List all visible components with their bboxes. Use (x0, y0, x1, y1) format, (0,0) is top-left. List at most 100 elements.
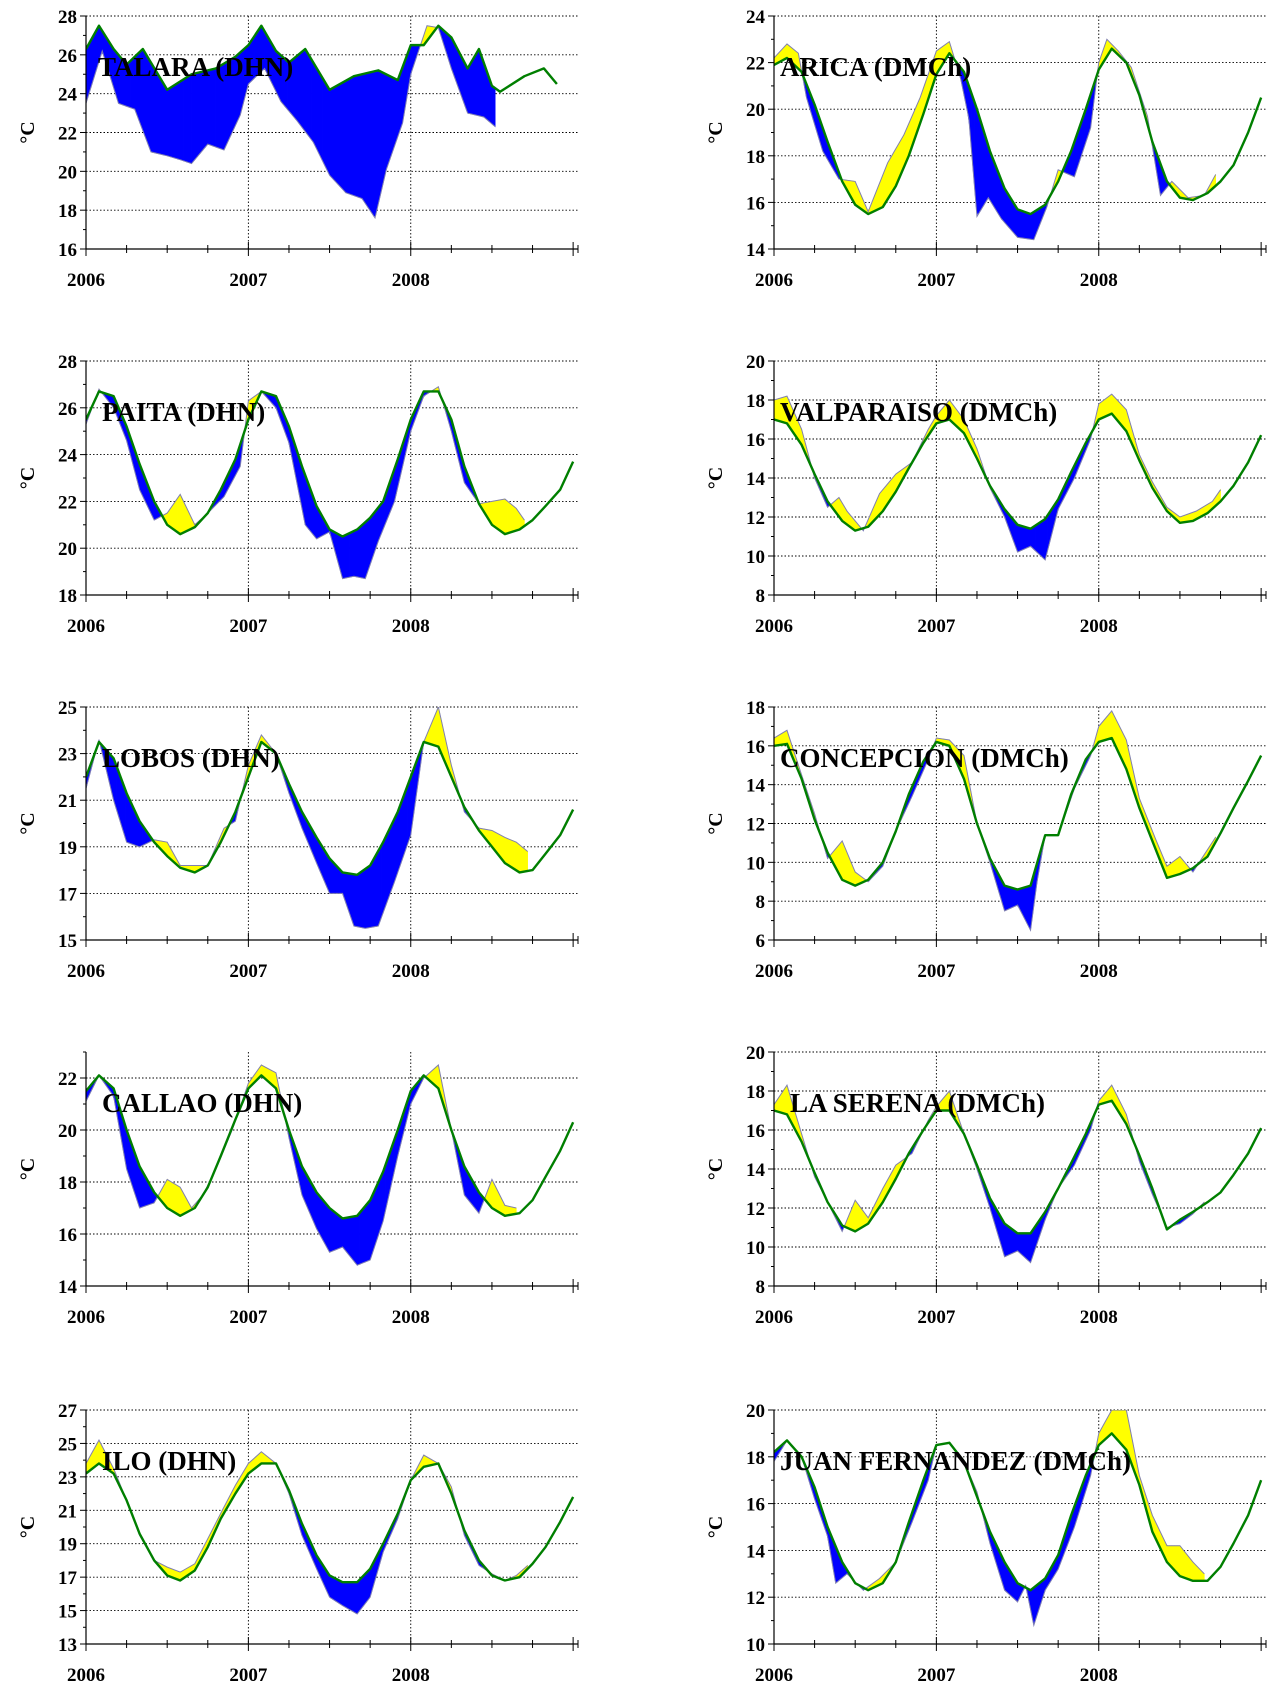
y-axis-unit-label: °C (17, 1158, 39, 1180)
x-tick-label: 2007 (917, 270, 956, 291)
y-tick-label: 10 (746, 1238, 765, 1259)
station-title: LOBOS (DHN) (102, 743, 280, 773)
y-tick-label: 24 (58, 85, 78, 106)
y-tick-label: 17 (58, 884, 78, 905)
x-tick-label: 2008 (1080, 1665, 1118, 1686)
y-tick-label: 8 (756, 1277, 766, 1298)
x-tick-label: 2006 (755, 1665, 793, 1686)
y-tick-label: 16 (746, 737, 765, 758)
x-tick-label: 2006 (67, 1665, 105, 1686)
y-tick-label: 14 (746, 1541, 766, 1562)
y-tick-label: 21 (58, 791, 77, 812)
y-tick-label: 14 (746, 1160, 766, 1181)
anomaly-area (774, 1410, 1205, 1626)
y-tick-label: 28 (58, 352, 77, 373)
station-title: CONCEPCION (DMCh) (780, 743, 1069, 773)
x-tick-label: 2006 (755, 616, 793, 637)
y-tick-label: 20 (58, 162, 77, 183)
y-tick-label: 8 (756, 892, 766, 913)
x-tick-label: 2007 (229, 270, 268, 291)
y-tick-label: 23 (58, 1468, 77, 1489)
climatology-line (774, 47, 1263, 216)
climatology-line (774, 412, 1263, 532)
y-tick-label: 14 (746, 469, 766, 490)
station-title: ILO (DHN) (102, 1446, 236, 1476)
y-tick-label: 25 (58, 698, 77, 719)
y-tick-label: 20 (746, 100, 765, 121)
x-tick-label: 2006 (67, 961, 105, 982)
y-axis-unit-label: °C (705, 1158, 727, 1180)
y-tick-label: 16 (746, 1495, 765, 1516)
y-tick-label: 26 (58, 46, 77, 67)
y-tick-label: 20 (746, 352, 765, 373)
x-tick-label: 2008 (1080, 270, 1118, 291)
x-tick-label: 2008 (392, 270, 430, 291)
y-tick-label: 18 (746, 698, 765, 719)
station-chart: 8 10 12 14 16 18 20 2006 2007 2008 °C LA SERENA (DM… (705, 1043, 1267, 1328)
station-chart: 16 18 20 22 24 26 28 2006 2007 2008 °C TALARA (DHN) (17, 7, 579, 291)
y-tick-label: 20 (58, 539, 77, 560)
y-tick-label: 16 (746, 193, 765, 214)
observed-line (774, 1410, 1205, 1628)
y-tick-label: 15 (58, 931, 77, 952)
climatology-line (86, 740, 575, 876)
warm-anomaly-fill (525, 849, 528, 872)
y-tick-label: 22 (746, 54, 765, 75)
y-tick-label: 18 (746, 391, 765, 412)
station-title: CALLAO (DHN) (102, 1088, 302, 1118)
y-tick-label: 19 (58, 838, 77, 859)
observed-line (86, 707, 528, 929)
x-tick-label: 2007 (917, 616, 956, 637)
y-tick-label: 10 (746, 853, 765, 874)
y-tick-label: 10 (746, 1635, 765, 1656)
observed-line (774, 393, 1221, 561)
observed-line (774, 38, 1217, 241)
observed-line (774, 709, 1217, 932)
x-tick-label: 2008 (1080, 1307, 1118, 1328)
climatology-line (86, 1462, 575, 1584)
station-chart: 15 17 19 21 23 25 2006 2007 2008 °C LOBOS (DHN) (17, 698, 579, 982)
y-tick-label: 12 (746, 1199, 765, 1220)
x-tick-label: 2006 (755, 270, 793, 291)
station-title: PAITA (DHN) (102, 397, 265, 427)
climatology-line (774, 736, 1263, 891)
y-tick-label: 17 (58, 1568, 78, 1589)
y-axis-unit-label: °C (705, 467, 727, 489)
observed-line (86, 25, 496, 220)
y-tick-label: 14 (746, 240, 766, 261)
climatology-line (86, 390, 575, 538)
x-tick-label: 2007 (917, 1307, 956, 1328)
x-tick-label: 2006 (755, 1307, 793, 1328)
y-tick-label: 15 (58, 1602, 77, 1623)
y-tick-label: 12 (746, 1588, 765, 1609)
anomaly-area (86, 25, 496, 218)
y-tick-label: 12 (746, 508, 765, 529)
y-tick-label: 20 (58, 1121, 77, 1142)
x-tick-label: 2008 (392, 1307, 430, 1328)
x-tick-label: 2007 (229, 1307, 268, 1328)
y-tick-label: 13 (58, 1635, 77, 1656)
y-axis-unit-label: °C (17, 121, 39, 143)
y-tick-label: 24 (58, 446, 78, 467)
x-tick-label: 2006 (67, 1307, 105, 1328)
y-tick-label: 18 (746, 1082, 765, 1103)
x-tick-label: 2006 (755, 961, 793, 982)
station-title: VALPARAISO (DMCh) (780, 397, 1057, 427)
y-tick-label: 18 (58, 1173, 77, 1194)
y-tick-label: 27 (58, 1401, 78, 1422)
x-tick-label: 2006 (67, 616, 105, 637)
cold-anomaly-fill (493, 86, 496, 128)
y-tick-label: 19 (58, 1535, 77, 1556)
x-tick-label: 2007 (229, 1665, 268, 1686)
climatology-line (774, 1432, 1263, 1592)
x-tick-label: 2008 (392, 961, 430, 982)
station-title: JUAN FERNANDEZ (DMCh) (780, 1446, 1131, 1476)
y-axis-unit-label: °C (17, 1516, 39, 1538)
y-tick-label: 28 (58, 7, 77, 28)
observed-line (86, 1064, 517, 1266)
station-chart: 14 16 18 20 22 24 2006 2007 2008 °C ARICA (DMCh) (705, 7, 1267, 291)
climatology-line (86, 24, 558, 93)
station-chart: 10 12 14 16 18 20 2006 2007 2008 °C JUAN FERNANDEZ… (705, 1401, 1267, 1686)
